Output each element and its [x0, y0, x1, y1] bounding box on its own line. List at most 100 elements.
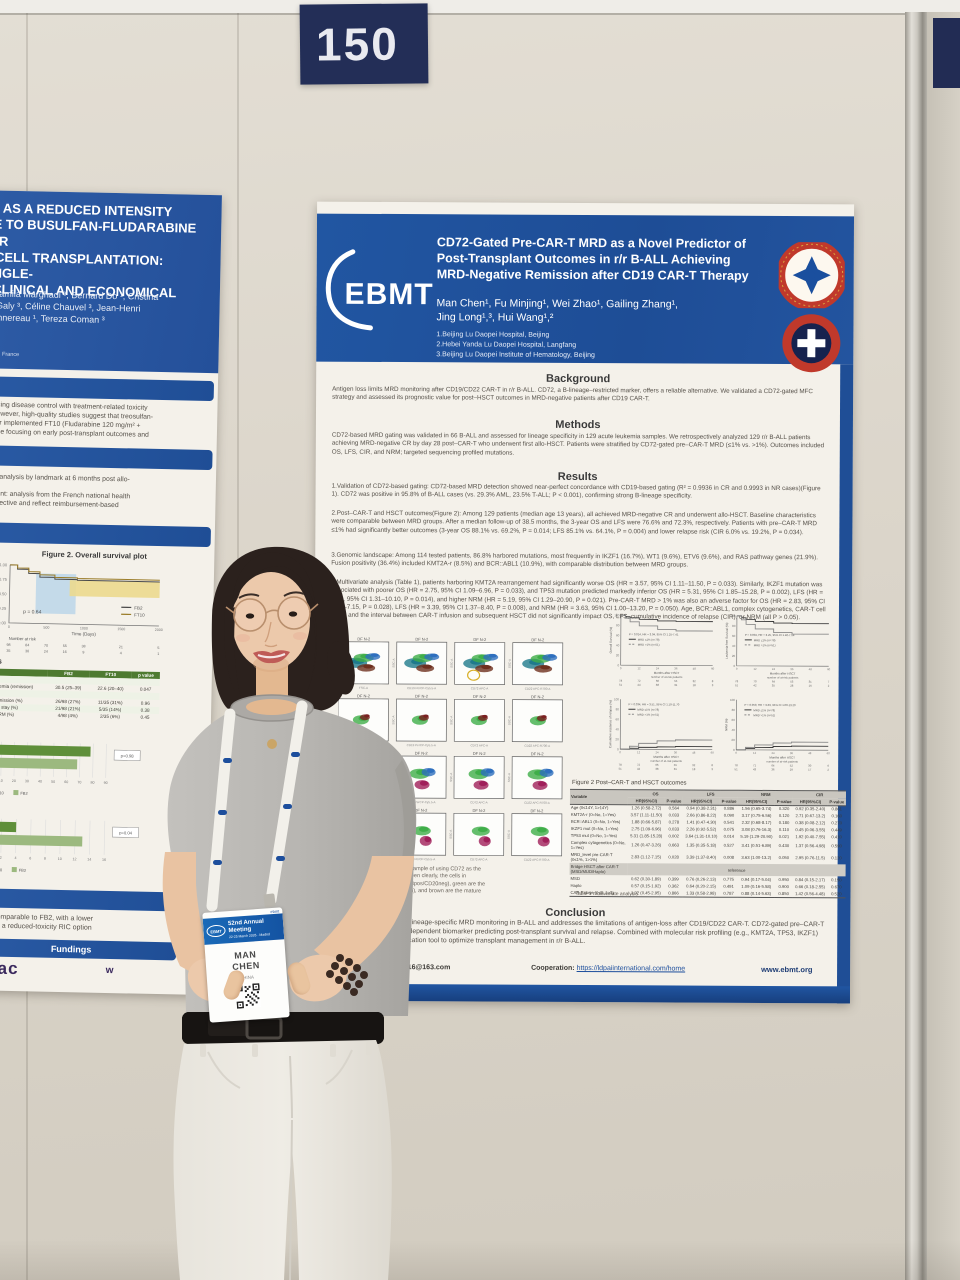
svg-text:Months after HSCT: Months after HSCT — [769, 755, 795, 759]
svg-text:44: 44 — [637, 683, 641, 687]
aluminum-post — [905, 12, 927, 1280]
svg-text:FT10: FT10 — [0, 867, 3, 872]
svg-text:FB2: FB2 — [19, 868, 27, 873]
svg-text:36: 36 — [674, 750, 678, 754]
svg-text:2: 2 — [827, 768, 829, 772]
badge-qr-code — [235, 982, 261, 1009]
svg-text:90: 90 — [104, 781, 108, 785]
svg-text:14: 14 — [87, 858, 91, 862]
svg-text:55: 55 — [63, 644, 67, 648]
svg-text:0.25: 0.25 — [0, 606, 7, 611]
svg-text:44: 44 — [637, 767, 641, 771]
svg-text:Months after HSCT: Months after HSCT — [770, 671, 796, 675]
badge-ebmt-logo: EBMT — [206, 924, 226, 938]
svg-text:100: 100 — [614, 697, 619, 701]
svg-text:70: 70 — [44, 644, 48, 648]
left-eye — [245, 613, 255, 619]
svg-text:72: 72 — [637, 679, 641, 683]
svg-text:40: 40 — [732, 644, 736, 648]
right-eyebrow — [283, 591, 305, 597]
svg-text:1000: 1000 — [80, 626, 88, 630]
belt-loops — [200, 1042, 372, 1057]
svg-text:29: 29 — [790, 768, 794, 772]
svg-text:8: 8 — [711, 763, 713, 767]
svg-text:DF N-2: DF N-2 — [473, 637, 487, 642]
svg-text:MRD ≤1% (n=78): MRD ≤1% (n=78) — [638, 638, 660, 642]
svg-text:1.00: 1.00 — [0, 562, 8, 567]
svg-text:12: 12 — [637, 666, 641, 670]
svg-text:1500: 1500 — [117, 627, 125, 631]
svg-text:21: 21 — [119, 645, 123, 649]
floor-shadow — [0, 1240, 960, 1280]
svg-text:60: 60 — [616, 717, 620, 721]
svg-text:SSC-A: SSC-A — [391, 715, 395, 724]
svg-text:24: 24 — [772, 667, 776, 671]
svg-text:32: 32 — [693, 679, 697, 683]
svg-text:Time (Days): Time (Days) — [72, 631, 97, 637]
svg-text:60: 60 — [732, 634, 736, 638]
svg-text:40: 40 — [731, 728, 735, 732]
svg-text:9: 9 — [82, 650, 84, 654]
yanda-hospital-logo — [782, 314, 841, 373]
svg-text:50: 50 — [51, 780, 55, 784]
lanyard — [206, 700, 308, 912]
right-eye — [288, 611, 298, 617]
svg-text:P = 0.004, HR = 3.25, 95% CI 1: P = 0.004, HR = 3.25, 95% CI 1.40-7.54 — [745, 633, 795, 637]
svg-text:66: 66 — [655, 763, 659, 767]
svg-text:Number at risk: Number at risk — [9, 636, 37, 642]
svg-text:51: 51 — [735, 767, 739, 771]
svg-text:24: 24 — [771, 751, 775, 755]
svg-text:60: 60 — [827, 751, 831, 755]
badge-name: MAN CHEN — [232, 949, 261, 973]
bead-bracelet — [326, 954, 368, 996]
hair-side-left — [224, 607, 242, 703]
badge-header: EBMT 52nd Annual Meeting 22-25 March 202… — [202, 913, 285, 945]
pants — [173, 1040, 392, 1280]
svg-text:2: 2 — [828, 684, 830, 688]
conference-badge: ebmt EBMT 52nd Annual Meeting 22-25 Marc… — [202, 907, 290, 1023]
svg-text:40: 40 — [38, 780, 42, 784]
svg-text:20: 20 — [615, 737, 619, 741]
svg-text:DF N-2: DF N-2 — [415, 751, 429, 756]
figure1-flow-cytometry-grid: DF N-2 FSC-A SSC-A DF N-2 CD19 PerCP-Cy5.5-A… — [337, 636, 564, 862]
svg-text:78: 78 — [735, 679, 739, 683]
svg-text:FB2: FB2 — [20, 791, 28, 796]
svg-text:36: 36 — [674, 666, 678, 670]
svg-text:0.00: 0.00 — [0, 620, 7, 625]
svg-text:Leukemia-free Survival (%): Leukemia-free Survival (%) — [725, 623, 729, 659]
svg-text:MRD >1% (n=51): MRD >1% (n=51) — [754, 643, 776, 647]
svg-text:CD19 PerCP-Cy5.5-A: CD19 PerCP-Cy5.5-A — [406, 857, 435, 861]
svg-text:78: 78 — [619, 763, 623, 767]
svg-text:number of at-risk patients: number of at-risk patients — [766, 759, 798, 763]
svg-text:60: 60 — [732, 718, 736, 722]
svg-text:number of at-risk patients: number of at-risk patients — [767, 675, 799, 679]
svg-text:66: 66 — [656, 679, 660, 683]
svg-text:72: 72 — [637, 763, 641, 767]
svg-text:60: 60 — [616, 633, 620, 637]
svg-text:0: 0 — [8, 625, 10, 629]
svg-text:number of at-risk patients: number of at-risk patients — [650, 759, 682, 763]
ceiling-strip — [0, 0, 960, 15]
left-eyebrow — [238, 593, 260, 599]
svg-text:DF N-2: DF N-2 — [415, 637, 429, 642]
svg-text:100: 100 — [614, 613, 619, 617]
svg-text:SSC-A: SSC-A — [449, 773, 453, 782]
svg-text:2: 2 — [0, 856, 2, 860]
svg-text:17: 17 — [808, 768, 812, 772]
svg-text:84: 84 — [25, 643, 29, 647]
svg-text:CD22 APC-R700-A: CD22 APC-R700-A — [525, 687, 551, 691]
svg-text:16: 16 — [102, 858, 106, 862]
svg-text:0: 0 — [617, 663, 619, 667]
svg-text:80: 80 — [90, 781, 94, 785]
svg-text:DF N-2: DF N-2 — [473, 751, 487, 756]
svg-text:CD19 PerCP-Cy5.5-A: CD19 PerCP-Cy5.5-A — [407, 686, 436, 690]
svg-text:12: 12 — [637, 750, 641, 754]
svg-text:MRD >1% (n=51): MRD >1% (n=51) — [638, 643, 660, 647]
svg-text:60: 60 — [711, 751, 715, 755]
svg-text:SSC-A: SSC-A — [449, 830, 453, 839]
necklace-pendant — [267, 739, 277, 749]
svg-text:4: 4 — [120, 651, 122, 655]
svg-text:35: 35 — [6, 649, 10, 653]
